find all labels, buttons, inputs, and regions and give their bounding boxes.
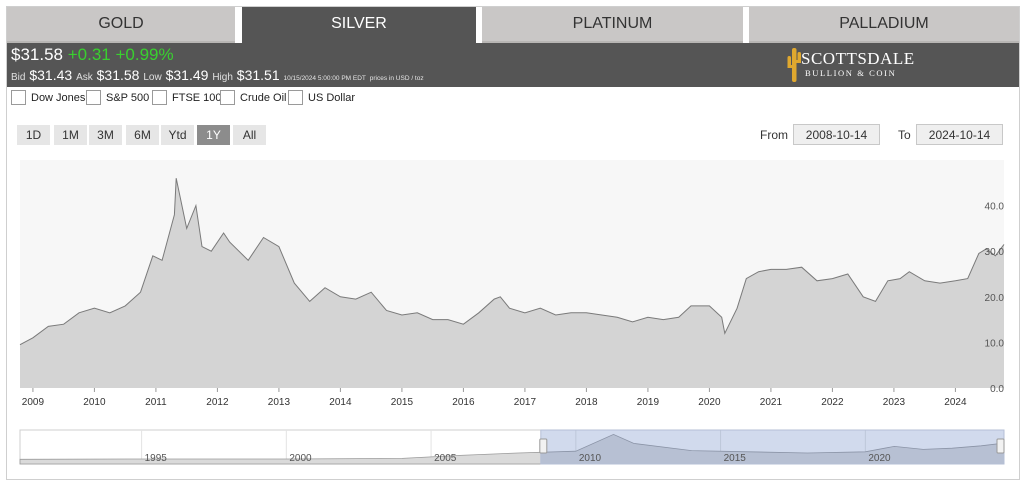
navigator-series <box>19 433 1005 465</box>
y-tick-label: 0.0 <box>990 384 1004 395</box>
range-3m-button[interactable]: 3M <box>89 125 122 145</box>
compare-label: US Dollar <box>308 91 356 104</box>
tab-silver[interactable]: SILVER <box>242 7 476 43</box>
from-label: From <box>760 128 788 142</box>
range-6m-button[interactable]: 6M <box>126 125 159 145</box>
quote-timestamp: 10/15/2024 5:00:00 PM EDT <box>283 75 366 82</box>
bid-ask-line: Bid $31.43 Ask $31.58 Low $31.49 High $3… <box>11 67 424 83</box>
navigator-tick-label: 2005 <box>434 453 457 464</box>
ask-value: $31.58 <box>96 67 140 83</box>
compare-label: Dow Jones <box>31 91 86 104</box>
x-tick-label: 2009 <box>22 397 45 408</box>
x-tick-label: 2022 <box>821 397 844 408</box>
navigator-handle-right <box>996 438 1005 454</box>
comparison-row: Dow Jones S&P 500 FTSE 100 Crude Oil US … <box>7 88 1019 110</box>
from-date-input[interactable] <box>793 124 880 145</box>
navigator-tick-label: 2020 <box>868 453 891 464</box>
range-ytd-button[interactable]: Ytd <box>161 125 194 145</box>
y-tick-label: 30.0 <box>985 247 1005 258</box>
compare-crude-oil[interactable]: Crude Oil <box>220 90 286 105</box>
range-1m-button[interactable]: 1M <box>54 125 87 145</box>
tab-palladium[interactable]: PALLADIUM <box>749 7 1019 43</box>
price-line: $31.58 +0.31 +0.99% <box>11 45 174 65</box>
to-label: To <box>898 128 911 142</box>
tab-platinum[interactable]: PLATINUM <box>482 7 743 43</box>
low-value: $31.49 <box>165 67 209 83</box>
checkbox[interactable] <box>86 90 101 105</box>
x-tick-label: 2014 <box>329 397 352 408</box>
tab-gold[interactable]: GOLD <box>7 7 235 43</box>
checkbox[interactable] <box>152 90 167 105</box>
range-all-button[interactable]: All <box>233 125 266 145</box>
spot-price: $31.58 <box>11 45 63 64</box>
checkbox[interactable] <box>220 90 235 105</box>
high-value: $31.51 <box>236 67 280 83</box>
bid-value: $31.43 <box>29 67 73 83</box>
compare-us-dollar[interactable]: US Dollar <box>288 90 355 105</box>
navigator-tick-label: 2015 <box>724 453 747 464</box>
navigator-handle-left <box>539 438 548 454</box>
x-tick-label: 2011 <box>145 397 167 408</box>
x-tick-label: 2019 <box>637 397 660 408</box>
metal-tabs: GOLD SILVER PLATINUM PALLADIUM <box>7 7 1019 43</box>
x-tick-label: 2023 <box>883 397 906 408</box>
navigator-tick-label: 2000 <box>289 453 312 464</box>
compare-label: Crude Oil <box>240 91 287 104</box>
navigator-selection <box>540 429 1005 465</box>
navigator-tick-label: 2010 <box>579 453 602 464</box>
y-tick-label: 40.0 <box>985 202 1005 213</box>
x-tick-label: 2024 <box>944 397 967 408</box>
compare-label: FTSE 100 <box>172 91 222 104</box>
logo-name: SCOTTSDALE <box>801 49 915 68</box>
range-1y-button[interactable]: 1Y <box>197 125 230 145</box>
compare-label: S&P 500 <box>106 91 150 104</box>
x-tick-label: 2016 <box>452 397 475 408</box>
y-tick-label: 20.0 <box>985 293 1005 304</box>
quote-bar: $31.58 +0.31 +0.99% Bid $31.43 Ask $31.5… <box>7 43 1019 87</box>
series-area <box>20 178 1004 388</box>
high-label: High <box>212 72 233 83</box>
x-tick-label: 2017 <box>514 397 537 408</box>
scottsdale-logo[interactable]: SCOTTSDALE BULLION & COIN <box>787 46 915 84</box>
x-tick-label: 2010 <box>83 397 106 408</box>
series-line <box>19 178 1005 346</box>
logo-subtitle: BULLION & COIN <box>805 68 897 78</box>
cactus-icon <box>787 48 801 82</box>
y-tick-label: 10.0 <box>985 338 1005 349</box>
checkbox[interactable] <box>11 90 26 105</box>
price-change: +0.31 <box>67 45 111 64</box>
range-1d-button[interactable]: 1D <box>17 125 50 145</box>
x-tick-label: 2018 <box>575 397 598 408</box>
to-date-input[interactable] <box>916 124 1003 145</box>
x-tick-label: 2012 <box>206 397 229 408</box>
navigator-tick-label: 1995 <box>145 453 168 464</box>
compare-ftse100[interactable]: FTSE 100 <box>152 90 222 105</box>
compare-sp500[interactable]: S&P 500 <box>86 90 149 105</box>
compare-dow-jones[interactable]: Dow Jones <box>11 90 85 105</box>
x-tick-label: 2013 <box>268 397 291 408</box>
low-label: Low <box>143 72 162 83</box>
bid-label: Bid <box>11 72 26 83</box>
ask-label: Ask <box>76 72 93 83</box>
checkbox[interactable] <box>288 90 303 105</box>
x-tick-label: 2021 <box>760 397 783 408</box>
x-tick-label: 2015 <box>391 397 414 408</box>
price-units: prices in USD / toz <box>369 75 424 82</box>
x-tick-label: 2020 <box>698 397 721 408</box>
price-change-percent: +0.99% <box>115 45 174 64</box>
